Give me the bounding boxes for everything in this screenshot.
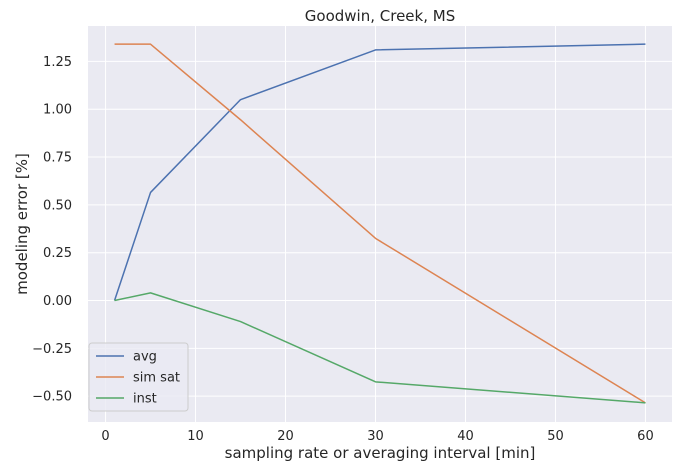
y-tick-label: 0.50 <box>43 198 72 213</box>
x-tick-label: 30 <box>367 429 384 444</box>
y-tick-label: −0.50 <box>32 390 72 405</box>
y-tick-label: −0.25 <box>32 342 72 357</box>
legend-label: avg <box>133 350 157 365</box>
x-tick-label: 40 <box>457 429 474 444</box>
x-tick-label: 0 <box>101 429 109 444</box>
y-tick-label: 0.00 <box>43 294 72 309</box>
y-tick-label: 1.25 <box>43 55 72 70</box>
legend-label: inst <box>133 392 157 407</box>
x-tick-label: 10 <box>187 429 204 444</box>
y-axis-label: modeling error [%] <box>13 153 31 295</box>
chart-title: Goodwin, Creek, MS <box>305 7 455 25</box>
series-line-avg <box>113 43 646 301</box>
legend-box <box>88 342 189 412</box>
series-line-sim-sat <box>114 43 646 404</box>
legend: avg sim sat inst <box>88 342 189 412</box>
series-layer <box>113 43 646 404</box>
tick-labels: 0 10 20 30 40 50 60 −0.50 −0.25 0.00 0.25 0.50 0.75 1… <box>32 55 654 444</box>
x-tick-label: 50 <box>547 429 564 444</box>
x-tick-label: 20 <box>277 429 294 444</box>
x-tick-label: 60 <box>637 429 654 444</box>
y-tick-label: 0.75 <box>43 151 72 166</box>
legend-label: sim sat <box>133 371 180 386</box>
x-axis-label: sampling rate or averaging interval [min… <box>225 444 536 462</box>
series-line-inst <box>114 292 646 404</box>
y-tick-label: 0.25 <box>43 246 72 261</box>
y-tick-label: 1.00 <box>43 103 72 118</box>
